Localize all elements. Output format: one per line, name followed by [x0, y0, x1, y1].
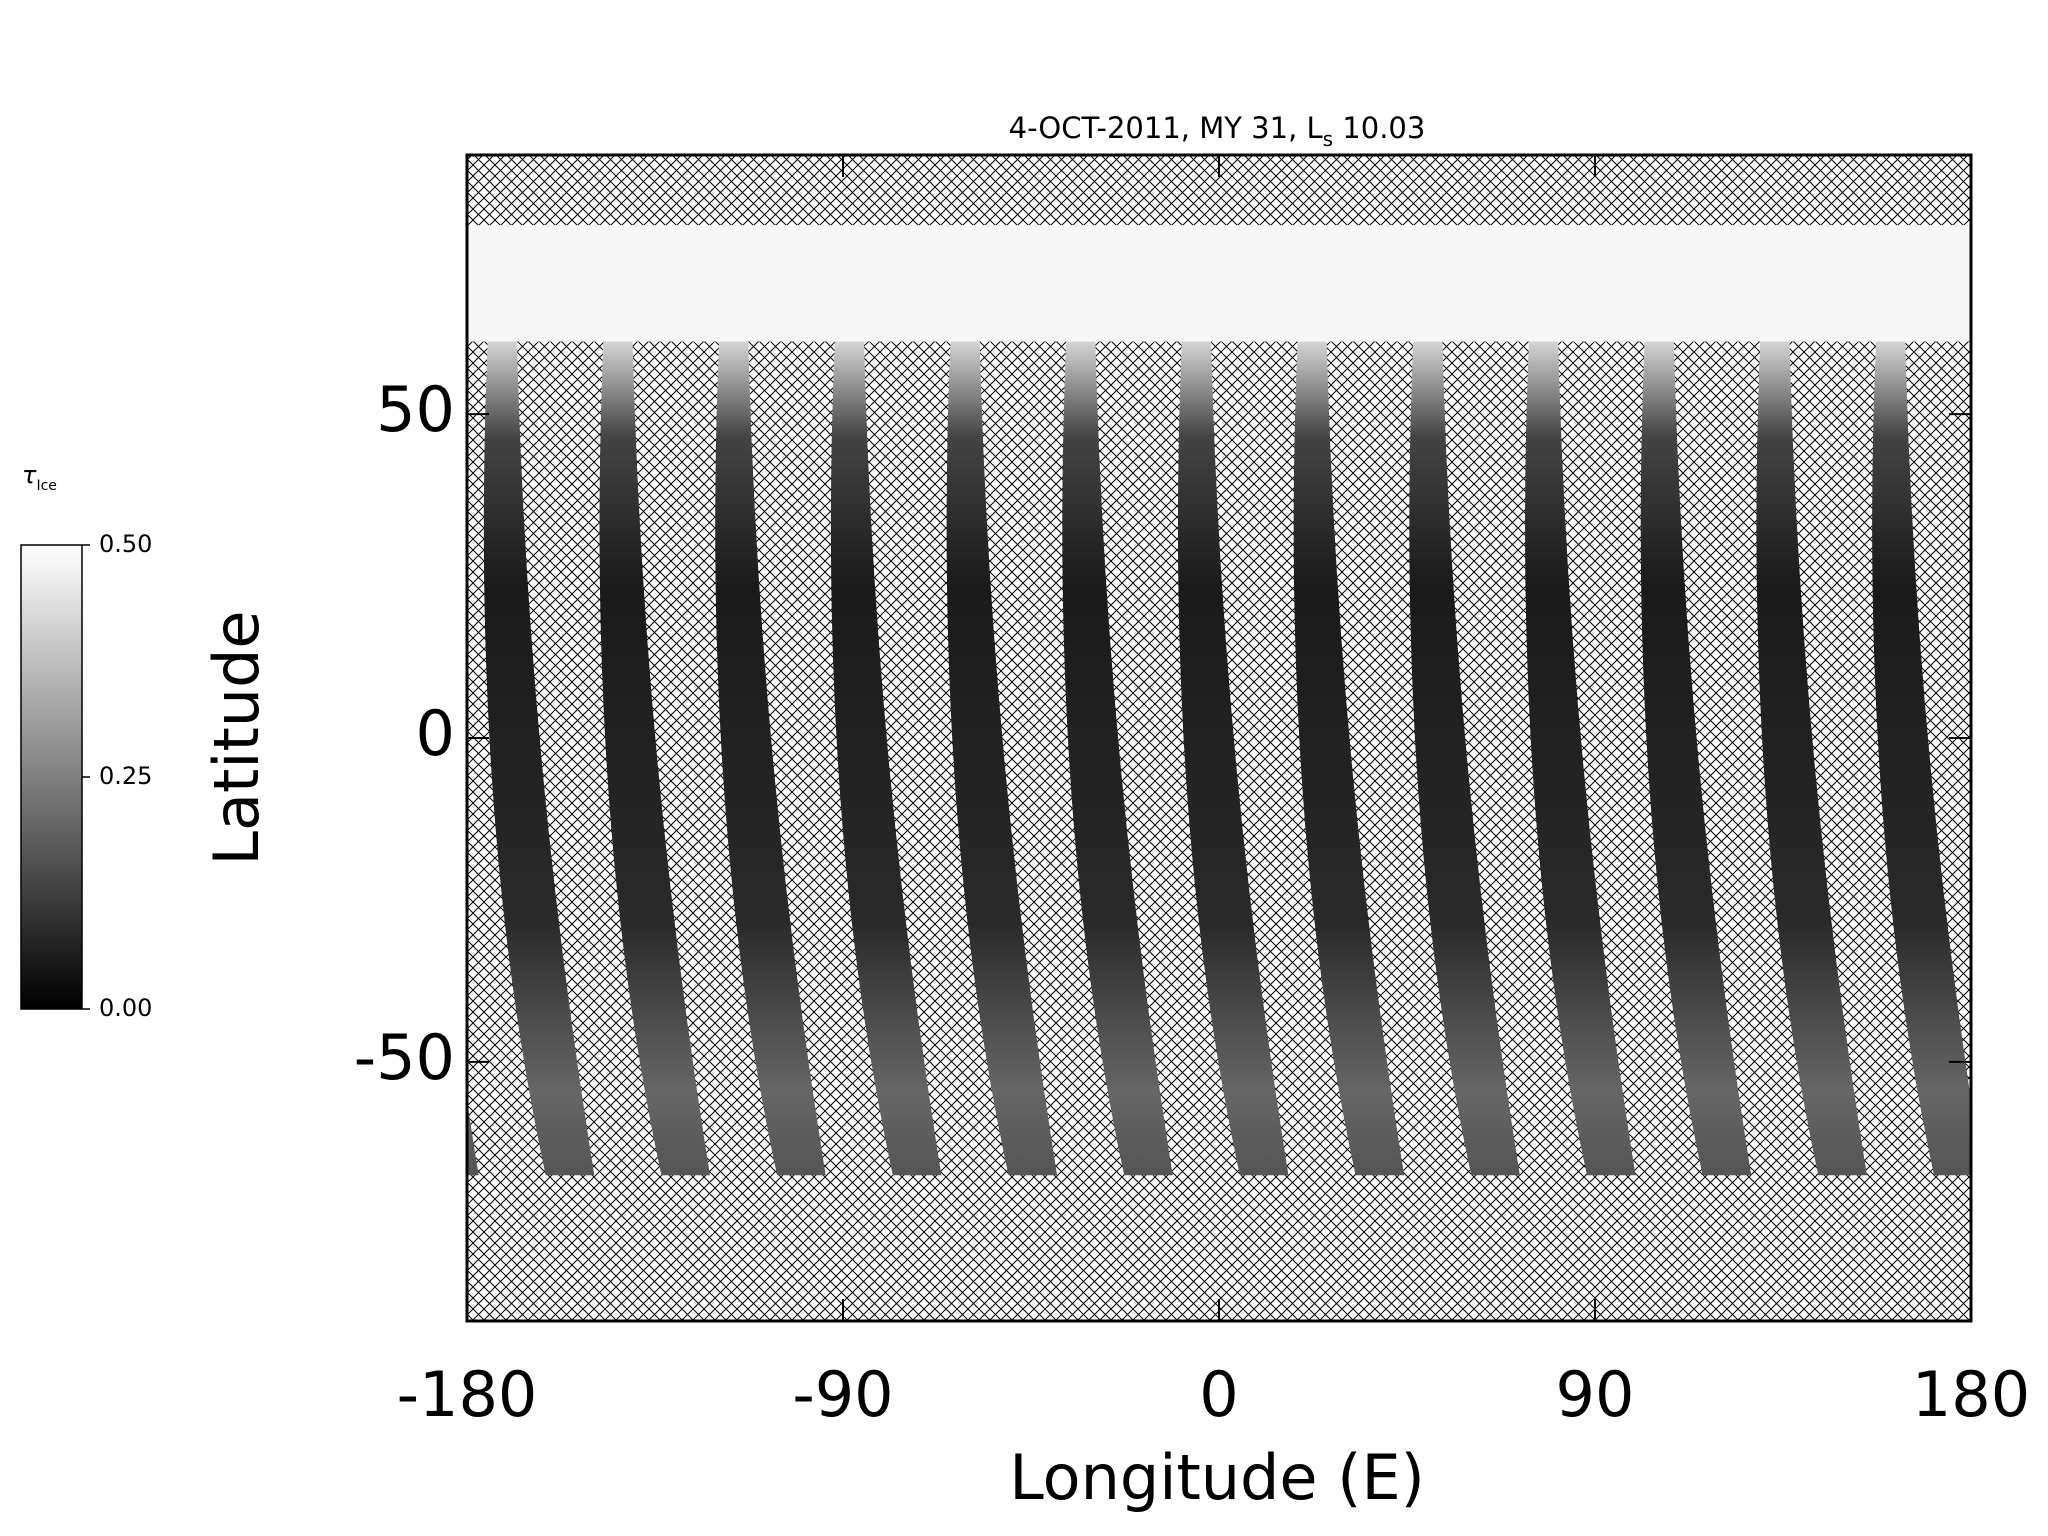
- swath: [1756, 335, 1867, 1176]
- colorbar-tick-label: 0.00: [99, 994, 152, 1022]
- y-tick-label: 50: [376, 373, 455, 446]
- swath: [715, 335, 826, 1176]
- swath: [830, 335, 942, 1176]
- y-axis-label: Latitude: [200, 610, 273, 865]
- swath: [1062, 335, 1173, 1176]
- swath: [1177, 335, 1289, 1176]
- swath: [1872, 335, 1971, 1176]
- title-suffix: 10.03: [1333, 111, 1425, 145]
- swath: [467, 1099, 479, 1176]
- swath: [1988, 336, 2048, 1176]
- x-tick-label: -180: [397, 1358, 538, 1431]
- swath: [483, 335, 595, 1176]
- colorbar-symbol: τ: [22, 461, 37, 489]
- swath: [599, 335, 711, 1176]
- colorbar-label: τIce: [22, 461, 57, 494]
- x-tick-label: 180: [1912, 1358, 2030, 1431]
- x-axis-label: Longitude (E): [1009, 1441, 1425, 1514]
- title-subscript: s: [1323, 127, 1333, 151]
- swath: [1293, 335, 1405, 1176]
- y-tick-label: 0: [416, 697, 455, 770]
- swath: [1409, 335, 1520, 1176]
- x-tick-label: 90: [1556, 1358, 1635, 1431]
- map-layer: [467, 155, 2048, 1321]
- x-tick-label: 0: [1199, 1358, 1238, 1431]
- title-text: 4-OCT-2011, MY 31, L: [1009, 111, 1323, 145]
- chart-title: 4-OCT-2011, MY 31, Ls 10.03: [1009, 111, 1426, 151]
- colorbar: [20, 544, 83, 1010]
- x-tick-label: -90: [792, 1358, 893, 1431]
- polar-band: [467, 224, 1971, 342]
- colorbar-subscript: Ice: [36, 478, 56, 494]
- y-tick-label: -50: [354, 1021, 455, 1094]
- swath: [946, 335, 1058, 1176]
- colorbar-tick-label: 0.50: [99, 530, 152, 558]
- swath: [1640, 335, 1752, 1176]
- swath: [1525, 335, 1636, 1176]
- colorbar-tick-label: 0.25: [99, 762, 152, 790]
